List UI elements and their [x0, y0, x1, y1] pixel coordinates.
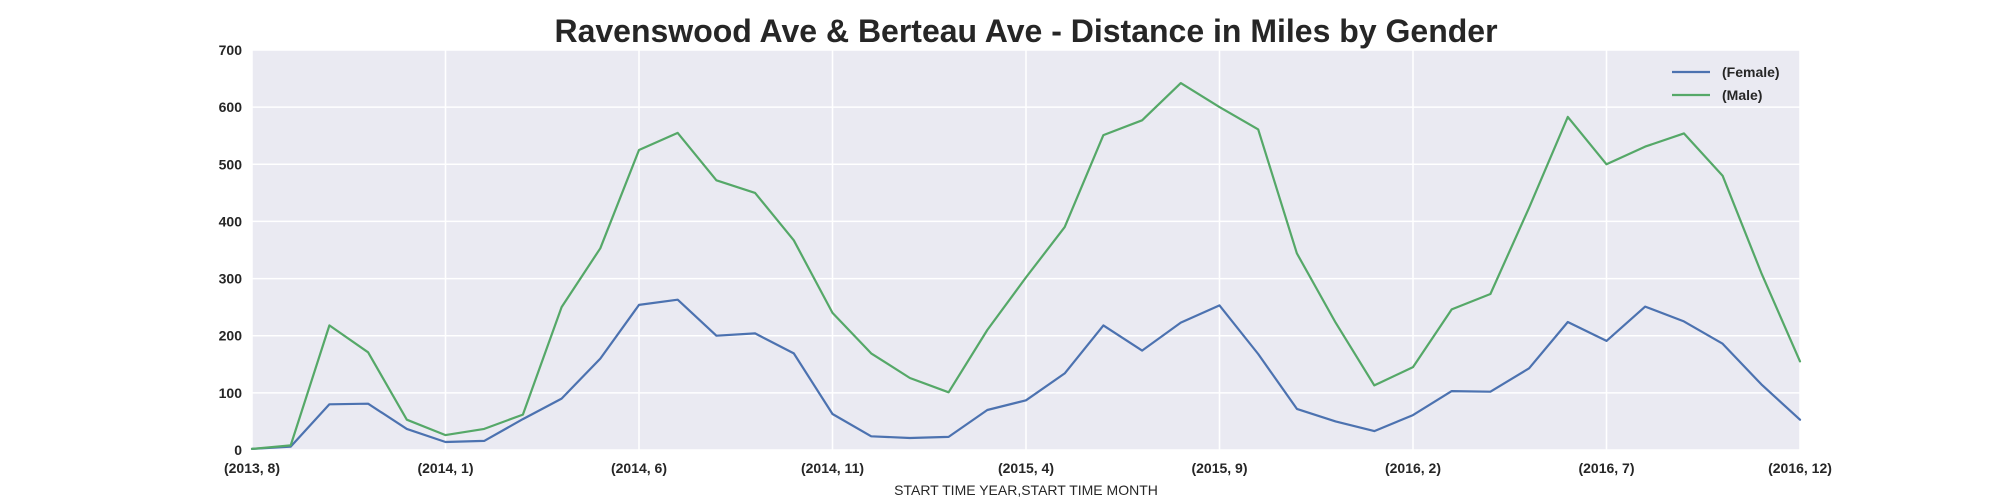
y-tick-label: 500 [219, 156, 243, 172]
y-tick-label: 600 [219, 99, 243, 115]
y-tick-label: 0 [234, 442, 242, 458]
y-axis: 0 100 200 300 400 500 600 700 [219, 42, 243, 458]
y-tick-label: 200 [219, 328, 243, 344]
x-axis: (2013, 8) (2014, 1) (2014, 6) (2014, 11) (20… [224, 460, 1832, 476]
series-line-male [250, 81, 1802, 450]
x-tick-label: (2016, 7) [1578, 460, 1634, 476]
legend-label: (Female) [1722, 64, 1780, 80]
y-tick-label: 400 [219, 213, 243, 229]
x-tick-label: (2014, 6) [611, 460, 667, 476]
y-tick-label: 100 [219, 385, 243, 401]
x-tick-label: (2015, 9) [1191, 460, 1247, 476]
x-tick-label: (2015, 4) [998, 460, 1054, 476]
x-tick-label: (2014, 1) [417, 460, 473, 476]
series-line-female [250, 298, 1802, 450]
y-tick-label: 300 [219, 271, 243, 287]
chart-title: Ravenswood Ave & Berteau Ave - Distance … [554, 13, 1497, 49]
x-tick-label: (2013, 8) [224, 460, 280, 476]
x-tick-label: (2016, 2) [1385, 460, 1441, 476]
x-tick-label: (2016, 12) [1768, 460, 1832, 476]
y-tick-label: 700 [219, 42, 243, 58]
x-tick-label: (2014, 11) [801, 460, 864, 476]
legend-label: (Male) [1722, 87, 1762, 103]
x-axis-label: START TIME YEAR,START TIME MONTH [894, 482, 1158, 498]
legend: (Female) (Male) [1672, 64, 1780, 103]
grid-lines [251, 49, 1801, 451]
series-layer [250, 81, 1802, 450]
